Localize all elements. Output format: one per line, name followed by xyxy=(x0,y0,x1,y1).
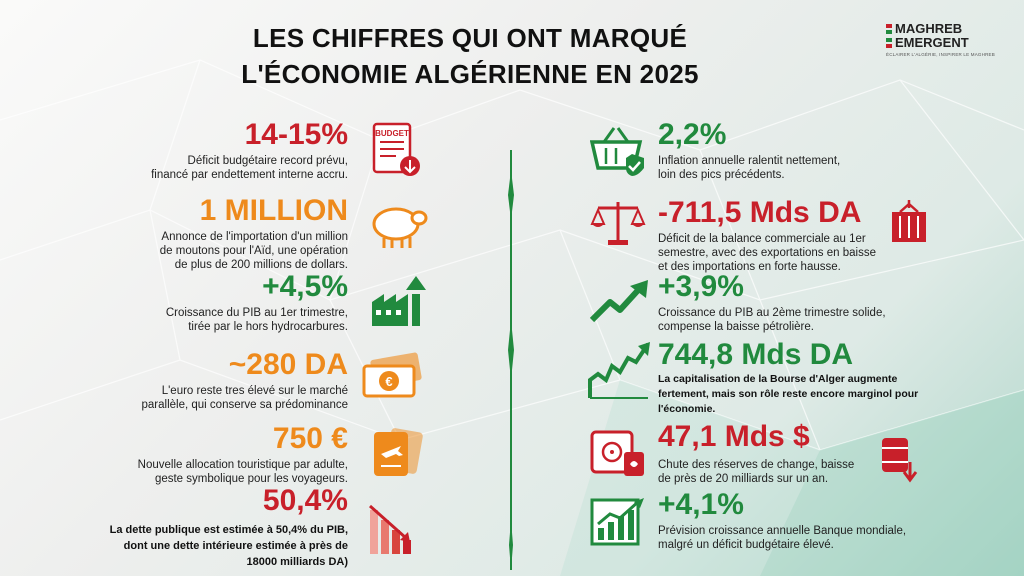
shopping-basket-check-icon xyxy=(590,127,644,176)
stat-gdp-q1: +4,5% Croissance du PIB au 1er trimestre… xyxy=(165,270,348,334)
budget-document-icon: BUDGET xyxy=(372,122,420,176)
title-line-2: L'ÉCONOMIE ALGÉRIENNE EN 2025 xyxy=(241,59,699,89)
stat-budget-deficit: 14-15% Déficit budgétaire record prévu, … xyxy=(151,118,348,182)
page-title: LES CHIFFRES QUI ONT MARQUÉ L'ÉCONOMIE A… xyxy=(170,20,770,92)
stat-value: -711,5 Mds DA xyxy=(658,196,862,229)
stat-value: 14-15% xyxy=(244,118,348,151)
svg-text:€: € xyxy=(385,374,392,389)
logo-line-2: EMERGENT xyxy=(895,35,969,50)
stat-world-bank-forecast: +4,1% Prévision croissance annuelle Banq… xyxy=(658,488,907,552)
title-line-1: LES CHIFFRES QUI ONT MARQUÉ xyxy=(252,23,688,53)
oil-barrel-down-icon xyxy=(882,438,918,483)
declining-bars-icon xyxy=(369,504,411,554)
stat-inflation: 2,2% Inflation annuelle ralentit netteme… xyxy=(658,118,841,182)
stat-fx-reserves: 47,1 Mds $ Chute des réserves de change,… xyxy=(658,420,855,486)
sheep-icon xyxy=(372,207,428,248)
passport-plane-icon xyxy=(374,428,423,476)
logo-tagline: ÉCLAIRER L'ALGÉRIE, INSPIRER LE MAGHREB xyxy=(886,52,995,57)
stat-gdp-q2: +3,9% Croissance du PIB au 2ème trimestr… xyxy=(658,270,886,334)
stat-value: +4,1% xyxy=(658,488,744,521)
stat-stock-market: 744,8 Mds DA La capitalisation de la Bou… xyxy=(658,338,919,416)
scale-container-icon xyxy=(590,202,646,245)
stock-chart-arrow-icon xyxy=(588,342,650,399)
stat-value: 1 MILLION xyxy=(199,194,348,227)
logo-line-1: MAGHREB xyxy=(895,21,963,36)
svg-text:BUDGET: BUDGET xyxy=(375,129,409,138)
growth-chart-icon xyxy=(590,498,644,546)
stat-value: +4,5% xyxy=(262,270,348,303)
factory-growth-icon xyxy=(372,276,426,326)
safe-oil-barrel-icon xyxy=(590,430,644,476)
stat-euro-rate: ~280 DA L'euro reste tres élevé sur le m… xyxy=(141,348,348,412)
stat-tourist-allowance: 750 € Nouvelle allocation touristique pa… xyxy=(137,422,348,486)
trend-up-arrow-icon xyxy=(590,280,648,323)
logo-mark-icon xyxy=(886,23,892,35)
stat-sheep-import: 1 MILLION Annonce de l'importation d'un … xyxy=(159,194,348,272)
stat-value: +3,9% xyxy=(658,270,744,303)
stat-value: 47,1 Mds $ xyxy=(658,420,810,453)
stat-value: 2,2% xyxy=(658,118,727,151)
stat-public-debt: 50,4% La dette publique est estimée à 50… xyxy=(109,484,348,569)
stat-value: 50,4% xyxy=(262,484,348,517)
center-divider xyxy=(508,150,514,570)
stat-trade-deficit: -711,5 Mds DA Déficit de la balance comm… xyxy=(658,196,876,274)
stat-value: 744,8 Mds DA xyxy=(658,338,854,371)
stat-value: 750 € xyxy=(272,422,348,455)
brand-logo: MAGHREB EMERGENT ÉCLAIRER L'ALGÉRIE, INS… xyxy=(886,22,1006,57)
cargo-container-icon xyxy=(892,200,926,242)
euro-banknotes-icon: € xyxy=(362,352,422,398)
stat-value: ~280 DA xyxy=(228,348,348,381)
